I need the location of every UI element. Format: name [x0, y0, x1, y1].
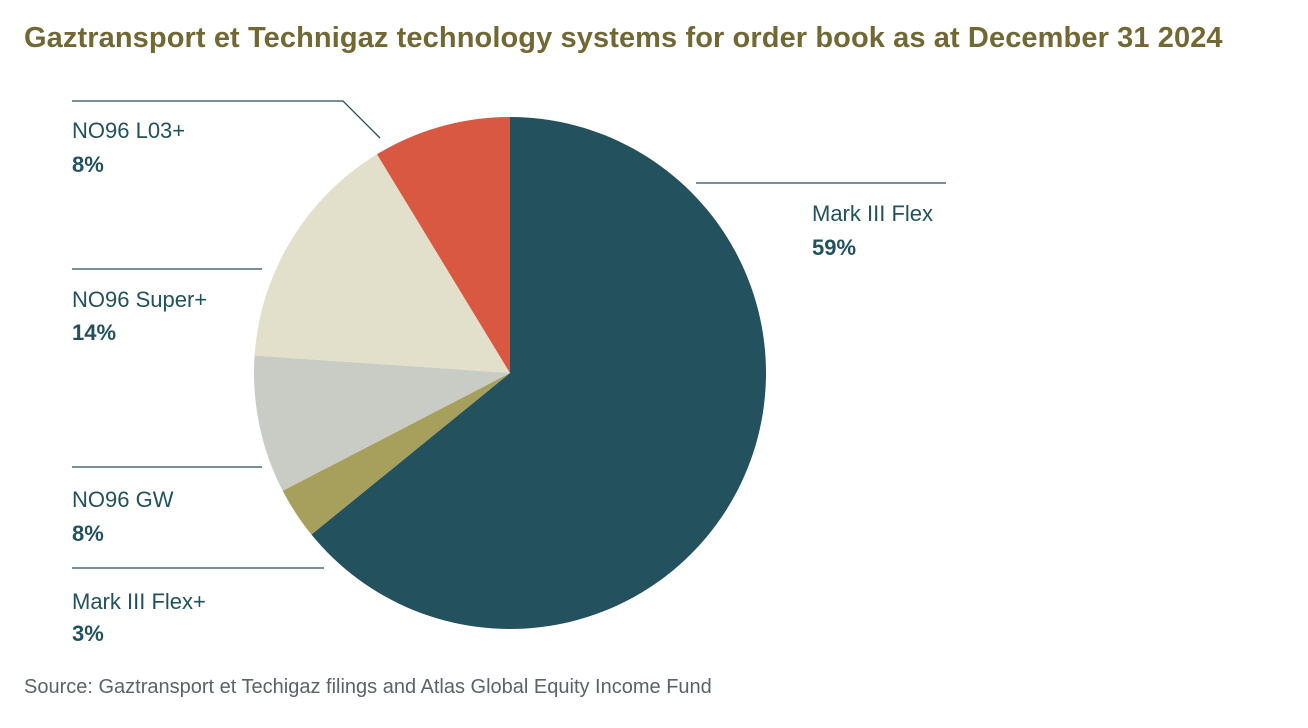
- slice-value-mark-iii-flex-: 3%: [72, 621, 104, 646]
- chart-title: Gaztransport et Technigaz technology sys…: [24, 22, 1223, 54]
- pie-slice-no96-l03-: [376, 117, 510, 373]
- slice-label-mark-iii-flex-: Mark III Flex+: [72, 589, 206, 614]
- slice-label-no96-gw: NO96 GW: [72, 487, 174, 512]
- source-note: Source: Gaztransport et Techigaz filings…: [24, 676, 712, 698]
- slice-value-no96-l03-: 8%: [72, 152, 104, 177]
- slice-label-no96-l03-: NO96 L03+: [72, 118, 185, 143]
- slice-value-mark-iii-flex: 59%: [812, 235, 856, 260]
- pie-slice-no96-gw: [254, 355, 510, 491]
- slice-label-mark-iii-flex: Mark III Flex: [812, 201, 933, 226]
- slice-value-no96-super-: 14%: [72, 320, 116, 345]
- slice-value-no96-gw: 8%: [72, 521, 104, 546]
- pie-slice-mark-iii-flex-: [282, 373, 510, 535]
- pie-slice-mark-iii-flex: [311, 117, 767, 629]
- slice-label-no96-super-: NO96 Super+: [72, 287, 207, 312]
- callout-line-no96-l03-: [72, 100, 381, 139]
- pie-slice-no96-super-: [254, 154, 510, 373]
